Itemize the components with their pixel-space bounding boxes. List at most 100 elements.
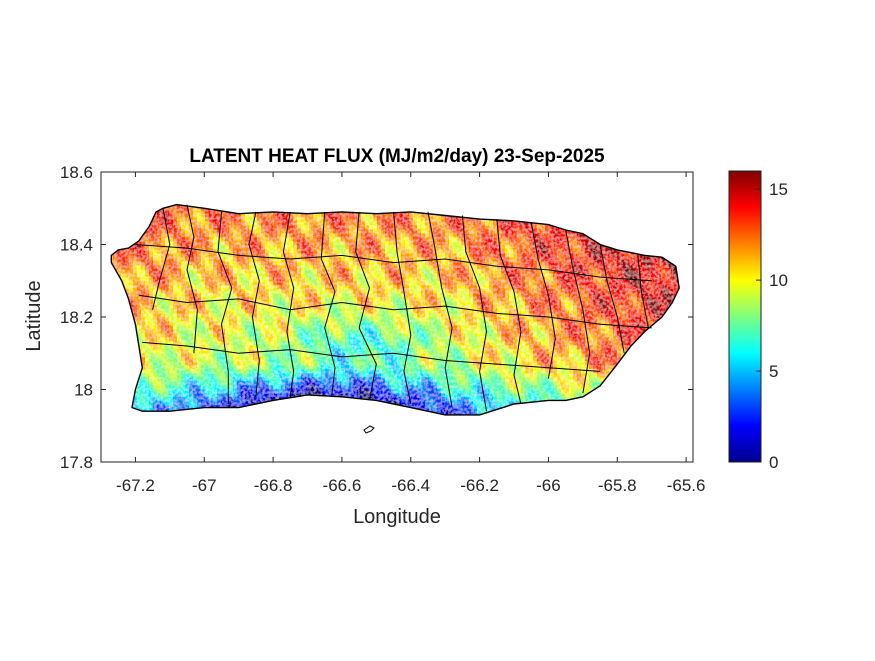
heatmap-cell <box>597 285 602 290</box>
heatmap-cell <box>389 325 394 330</box>
heatmap-cell <box>609 329 614 334</box>
heatmap-cell <box>245 309 250 314</box>
heatmap-cell <box>497 325 502 330</box>
heatmap-cell <box>573 325 578 330</box>
heatmap-cell <box>653 313 658 318</box>
heatmap-cell <box>337 217 342 222</box>
heatmap-cell <box>641 269 646 274</box>
heatmap-cell <box>489 305 494 310</box>
heatmap-cell <box>417 317 422 322</box>
heatmap-cell <box>645 305 650 310</box>
heatmap-cell <box>581 237 586 242</box>
heatmap-cell <box>393 289 398 294</box>
heatmap-cell <box>649 277 654 282</box>
heatmap-cell <box>217 313 222 318</box>
heatmap-cell <box>381 249 386 254</box>
heatmap-cell <box>537 225 542 230</box>
heatmap-cell <box>281 217 286 222</box>
heatmap-cell <box>277 301 282 306</box>
heatmap-cell <box>441 269 446 274</box>
heatmap-cell <box>421 285 426 290</box>
heatmap-cell <box>609 289 614 294</box>
heatmap-cell <box>149 305 154 310</box>
heatmap-cell <box>501 269 506 274</box>
heatmap-cell <box>413 321 418 326</box>
heatmap-cell <box>413 217 418 222</box>
heatmap-cell <box>133 297 138 302</box>
heatmap-cell <box>225 309 230 314</box>
heatmap-cell <box>321 325 326 330</box>
heatmap-cell <box>209 277 214 282</box>
heatmap-cell <box>225 293 230 298</box>
heatmap-cell <box>657 261 662 266</box>
heatmap-cell <box>561 233 566 238</box>
heatmap-cell <box>597 249 602 254</box>
heatmap-cell <box>393 273 398 278</box>
heatmap-cell <box>233 241 238 246</box>
heatmap-cell <box>217 277 222 282</box>
heatmap-cell <box>501 241 506 246</box>
heatmap-cell <box>229 213 234 218</box>
heatmap-cell <box>493 265 498 270</box>
heatmap-cell <box>473 277 478 282</box>
heatmap-cell <box>133 285 138 290</box>
heatmap-cell <box>577 285 582 290</box>
heatmap-cell <box>357 305 362 310</box>
heatmap-cell <box>157 297 162 302</box>
heatmap-cell <box>213 233 218 238</box>
heatmap-cell <box>137 325 142 330</box>
heatmap-cell <box>181 205 186 210</box>
heatmap-cell <box>373 245 378 250</box>
heatmap-cell <box>129 277 134 282</box>
heatmap-cell <box>357 309 362 314</box>
heatmap-cell <box>137 281 142 286</box>
heatmap-cell <box>417 313 422 318</box>
heatmap-cell <box>613 265 618 270</box>
heatmap-cell <box>421 321 426 326</box>
heatmap-cell <box>617 329 622 334</box>
heatmap-cell <box>521 221 526 226</box>
heatmap-cell <box>369 221 374 226</box>
heatmap-cell <box>313 289 318 294</box>
heatmap-cell <box>513 249 518 254</box>
heatmap-cell <box>257 233 262 238</box>
heatmap-cell <box>549 257 554 262</box>
heatmap-cell <box>409 233 414 238</box>
heatmap-cell <box>577 301 582 306</box>
heatmap-cell <box>465 301 470 306</box>
heatmap-cell <box>149 249 154 254</box>
heatmap-cell <box>177 309 182 314</box>
heatmap-cell <box>565 241 570 246</box>
heatmap-cell <box>209 241 214 246</box>
heatmap-cell <box>385 217 390 222</box>
heatmap-cell <box>561 289 566 294</box>
heatmap-cell <box>297 229 302 234</box>
heatmap-cell <box>661 285 666 290</box>
heatmap-cell <box>301 253 306 258</box>
heatmap-cell <box>225 225 230 230</box>
heatmap-cell <box>509 277 514 282</box>
heatmap-cell <box>177 289 182 294</box>
heatmap-cell <box>573 309 578 314</box>
heatmap-cell <box>545 241 550 246</box>
heatmap-cell <box>649 265 654 270</box>
heatmap-cell <box>617 257 622 262</box>
heatmap-cell <box>141 321 146 326</box>
heatmap-cell <box>477 265 482 270</box>
heatmap-cell <box>265 261 270 266</box>
heatmap-cell <box>565 301 570 306</box>
heatmap-cell <box>421 317 426 322</box>
heatmap-cell <box>125 273 130 278</box>
heatmap-cell <box>573 329 578 334</box>
heatmap-cell <box>337 245 342 250</box>
heatmap-cell <box>237 277 242 282</box>
heatmap-cell <box>289 225 294 230</box>
heatmap-cell <box>153 277 158 282</box>
heatmap-cell <box>261 297 266 302</box>
heatmap-cell <box>173 293 178 298</box>
heatmap-cell <box>501 325 506 330</box>
heatmap-cell <box>321 237 326 242</box>
heatmap-cell <box>385 233 390 238</box>
heatmap-cell <box>353 305 358 310</box>
heatmap-cell <box>293 229 298 234</box>
